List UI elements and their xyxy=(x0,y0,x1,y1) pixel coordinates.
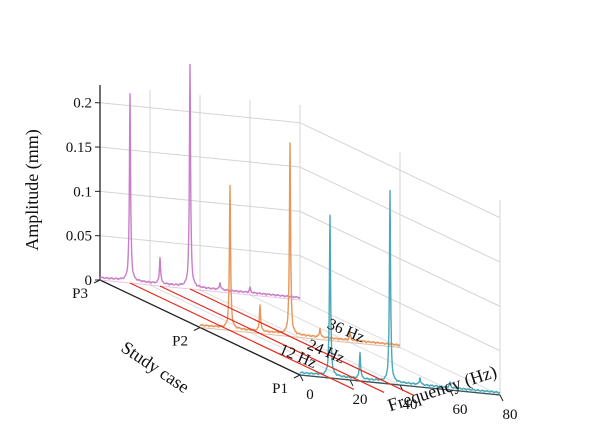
grid-line xyxy=(299,122,501,219)
grid-line xyxy=(299,166,501,263)
z-tick-label: 0.1 xyxy=(73,184,92,200)
x-tick-label: 0 xyxy=(306,387,314,403)
series-baseline-p2 xyxy=(199,327,401,348)
y-tick xyxy=(293,374,301,379)
series-group xyxy=(99,63,501,396)
annotation-line xyxy=(129,282,355,390)
z-axis-title: Amplitude (mm) xyxy=(22,129,43,250)
z-tick-label: 0.15 xyxy=(66,140,92,156)
x-tick xyxy=(299,374,304,382)
grid-line xyxy=(299,210,501,307)
annotation-line xyxy=(189,288,415,396)
x-tick xyxy=(449,389,454,397)
y-tick-label: P1 xyxy=(272,381,288,397)
grid-line xyxy=(99,102,301,124)
grid-line xyxy=(99,190,301,212)
x-tick xyxy=(349,379,354,387)
grid-line xyxy=(199,327,401,348)
annotation-line xyxy=(159,285,385,393)
grid-line xyxy=(299,255,501,352)
y-tick-label: P2 xyxy=(172,334,188,350)
annotations xyxy=(129,282,415,396)
y-tick-label: P3 xyxy=(72,286,88,302)
x-tick-label: 60 xyxy=(453,402,468,418)
x-tick-label: 80 xyxy=(503,407,518,423)
series-baseline-p1 xyxy=(299,374,501,396)
grid-line xyxy=(99,235,301,257)
z-tick-label: 0 xyxy=(85,273,93,289)
axes xyxy=(93,85,504,402)
y-tick xyxy=(193,327,201,331)
series-line-p2 xyxy=(199,142,401,347)
y-tick xyxy=(93,279,101,284)
series-line-p3 xyxy=(99,63,301,299)
grid-line xyxy=(99,146,301,168)
z-tick-label: 0.05 xyxy=(66,229,92,245)
series-line-p1 xyxy=(299,189,501,394)
x-tick-label: 40 xyxy=(403,397,418,413)
x-tick xyxy=(499,394,504,402)
x-tick-label: 20 xyxy=(353,392,368,408)
series-baseline-p3 xyxy=(99,279,301,301)
z-tick-label: 0.2 xyxy=(73,96,92,112)
